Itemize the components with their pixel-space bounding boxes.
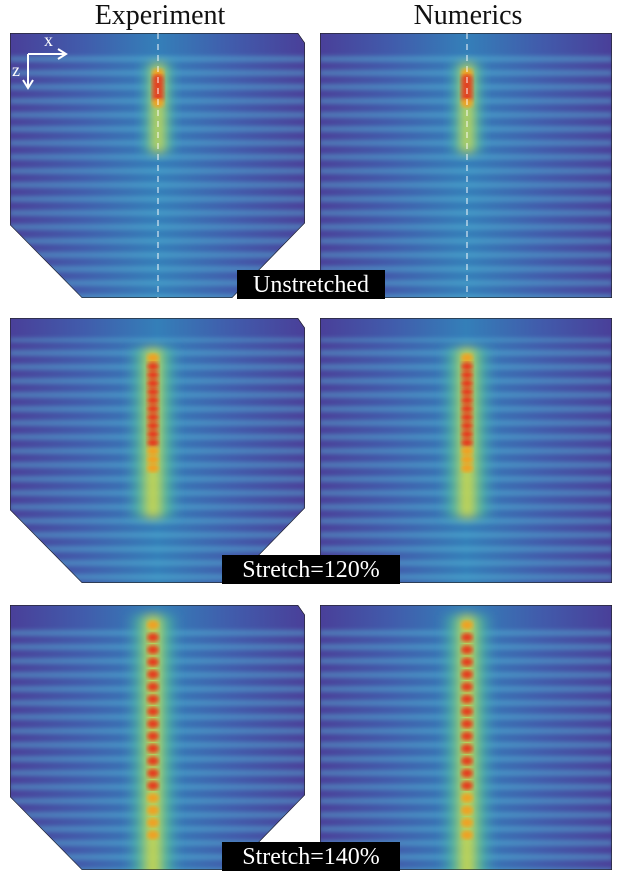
heatmap — [10, 605, 305, 870]
hot-spot — [461, 361, 473, 371]
hot-spot — [147, 793, 159, 803]
hot-spot — [147, 438, 159, 448]
hot-spot — [147, 429, 159, 439]
beam — [439, 615, 495, 870]
hot-spot — [147, 378, 159, 388]
hot-spot — [461, 682, 473, 692]
hot-spot — [461, 657, 473, 667]
hot-spot — [147, 694, 159, 704]
hot-spot — [147, 669, 159, 679]
hot-spot — [147, 632, 159, 642]
row-label: Stretch=140% — [242, 844, 380, 870]
hot-spot — [461, 805, 473, 815]
hot-spot — [461, 818, 473, 828]
heatmap — [320, 605, 612, 870]
panels: Unstretched Stretch=120% Stretch=140% — [10, 33, 612, 871]
hot-spot — [147, 744, 159, 754]
heatmap — [320, 318, 612, 583]
hot-spot — [147, 657, 159, 667]
hot-spot — [147, 830, 159, 840]
hot-spot — [147, 731, 159, 741]
hot-spot — [147, 404, 159, 414]
hot-spot — [461, 370, 473, 380]
hot-spot — [461, 645, 473, 655]
hot-spot — [147, 361, 159, 371]
hot-spot — [461, 421, 473, 431]
heatmap — [320, 33, 612, 298]
hot-spot — [461, 387, 473, 397]
column-header: Numerics — [414, 0, 523, 31]
hot-spot — [461, 404, 473, 414]
hot-spot — [147, 781, 159, 791]
hot-spot — [147, 387, 159, 397]
hot-spot — [461, 378, 473, 388]
label-box — [222, 555, 400, 584]
axis-label: x — [44, 30, 53, 50]
hot-spot — [461, 719, 473, 729]
hot-spot — [461, 620, 473, 630]
row-label: Unstretched — [253, 272, 369, 298]
hot-spot — [461, 744, 473, 754]
hot-spot — [461, 830, 473, 840]
hot-spot — [147, 768, 159, 778]
label-box — [237, 270, 385, 299]
hot-spot — [147, 756, 159, 766]
hot-spot — [461, 412, 473, 422]
hot-spot — [147, 805, 159, 815]
hot-spot — [461, 446, 473, 456]
hot-spot — [147, 370, 159, 380]
hot-spot — [461, 438, 473, 448]
hot-spot — [461, 706, 473, 716]
hot-spot — [147, 719, 159, 729]
label-box — [222, 842, 400, 871]
hot-spot — [147, 446, 159, 456]
hot-spot — [461, 781, 473, 791]
hot-spot — [147, 463, 159, 473]
axis-label: z — [12, 60, 20, 80]
hot-spot — [147, 706, 159, 716]
heatmap — [10, 318, 305, 583]
axis-indicator — [22, 48, 68, 90]
hot-spot — [461, 731, 473, 741]
hot-spot — [461, 694, 473, 704]
hot-spot — [461, 632, 473, 642]
hot-spot — [461, 793, 473, 803]
hot-spot — [147, 620, 159, 630]
hot-spot — [461, 395, 473, 405]
hot-spot — [461, 455, 473, 465]
hot-spot — [461, 429, 473, 439]
hot-spot — [147, 645, 159, 655]
beam — [125, 615, 181, 870]
column-header: Experiment — [95, 0, 226, 31]
hot-spot — [461, 669, 473, 679]
hot-spot — [147, 395, 159, 405]
hot-spot — [461, 768, 473, 778]
hot-spot — [147, 421, 159, 431]
hot-spot — [147, 455, 159, 465]
hot-spot — [147, 412, 159, 422]
hot-spot — [461, 463, 473, 473]
hot-spot — [147, 682, 159, 692]
hot-spot — [147, 353, 159, 363]
row-label: Stretch=120% — [242, 557, 380, 583]
hot-spot — [461, 353, 473, 363]
hot-spot — [461, 756, 473, 766]
hot-spot — [147, 818, 159, 828]
